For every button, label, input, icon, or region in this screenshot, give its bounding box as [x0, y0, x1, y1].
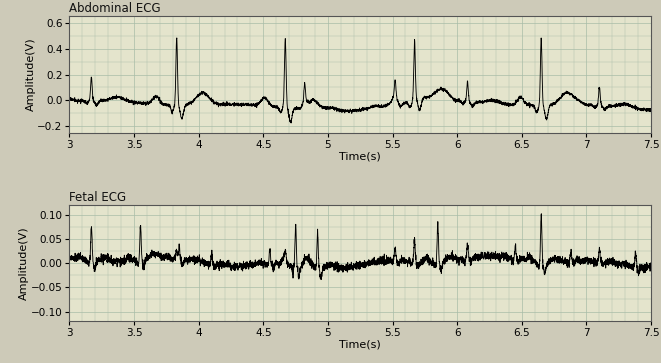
- X-axis label: Time(s): Time(s): [339, 340, 381, 350]
- Text: Abdominal ECG: Abdominal ECG: [69, 2, 161, 15]
- X-axis label: Time(s): Time(s): [339, 151, 381, 161]
- Text: Fetal ECG: Fetal ECG: [69, 191, 126, 204]
- Y-axis label: Amplitude(V): Amplitude(V): [19, 226, 29, 300]
- Y-axis label: Amplitude(V): Amplitude(V): [26, 38, 36, 111]
